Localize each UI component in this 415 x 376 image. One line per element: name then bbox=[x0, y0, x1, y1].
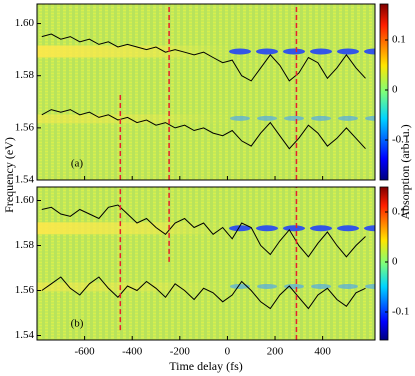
x-tick-label: -600 bbox=[75, 346, 96, 358]
heatmap-feature bbox=[364, 225, 375, 232]
colorbar bbox=[379, 186, 389, 341]
heatmap-feature bbox=[229, 48, 251, 55]
colorbar bbox=[379, 3, 389, 181]
colorbar-tick-label: -0.1 bbox=[392, 306, 409, 318]
heatmap-feature bbox=[311, 283, 331, 289]
colorbar-tick-label: -0.1 bbox=[392, 134, 409, 146]
heatmap-band bbox=[37, 222, 237, 235]
colorbar-tick-label: 0 bbox=[392, 256, 398, 268]
series-line bbox=[41, 109, 366, 150]
heatmap-feature bbox=[283, 225, 305, 232]
heatmap-band bbox=[37, 282, 237, 292]
series-line bbox=[41, 33, 366, 82]
colorbar-tick-label: 0.1 bbox=[392, 34, 406, 46]
colorbar-tick-label: 0 bbox=[392, 84, 398, 96]
heatmap-feature bbox=[229, 225, 251, 232]
y-tick-label: 1.60 bbox=[15, 194, 35, 206]
x-tick-label: 0 bbox=[225, 346, 231, 358]
y-tick-label: 1.56 bbox=[15, 284, 35, 296]
heatmap-band bbox=[37, 114, 237, 124]
y-axis-label: Frequency (eV) bbox=[2, 137, 16, 213]
series-line bbox=[41, 204, 366, 258]
heatmap-feature bbox=[337, 225, 359, 232]
colorbar-tick-label: 0.1 bbox=[392, 206, 406, 218]
series-line bbox=[41, 276, 366, 310]
heatmap-feature bbox=[230, 115, 250, 121]
heatmap-feature bbox=[365, 115, 375, 121]
heatmap-feature bbox=[338, 283, 358, 289]
heatmap-feature bbox=[283, 48, 305, 55]
x-axis-label: Time delay (fs) bbox=[169, 359, 243, 373]
panel-label: (a) bbox=[71, 158, 84, 170]
y-tick-label: 1.54 bbox=[15, 174, 35, 186]
panel-label: (b) bbox=[71, 318, 84, 330]
x-tick-label: 200 bbox=[267, 346, 284, 358]
x-tick-label: -200 bbox=[170, 346, 191, 358]
heatmap-feature bbox=[337, 48, 359, 55]
y-tick-label: 1.54 bbox=[15, 329, 35, 341]
x-tick-label: -400 bbox=[122, 346, 143, 358]
heatmap-feature bbox=[310, 225, 332, 232]
heatmap-feature bbox=[257, 283, 277, 289]
y-tick-label: 1.56 bbox=[15, 121, 35, 133]
heatmap-feature bbox=[364, 48, 375, 55]
heatmap-feature bbox=[338, 115, 358, 121]
heatmap-feature bbox=[256, 48, 278, 55]
plot-area bbox=[37, 187, 375, 340]
heatmap-feature bbox=[284, 115, 304, 121]
y-tick-label: 1.58 bbox=[15, 239, 35, 251]
heatmap-feature bbox=[365, 283, 375, 289]
heatmap-feature bbox=[284, 283, 304, 289]
heatmap-background bbox=[37, 4, 375, 180]
x-tick-label: 400 bbox=[314, 346, 331, 358]
heatmap-feature bbox=[310, 48, 332, 55]
y-tick-label: 1.58 bbox=[15, 69, 35, 81]
y-tick-label: 1.60 bbox=[15, 17, 35, 29]
heatmap-feature bbox=[256, 225, 278, 232]
colorbar-label: Absorption (arb. u.) bbox=[398, 124, 412, 219]
plot-frame bbox=[36, 3, 376, 181]
heatmap-band bbox=[37, 45, 237, 58]
heatmap-feature bbox=[257, 115, 277, 121]
plot-area bbox=[37, 4, 375, 180]
heatmap-background bbox=[37, 187, 375, 340]
plot-frame bbox=[36, 186, 376, 341]
heatmap-feature bbox=[311, 115, 331, 121]
